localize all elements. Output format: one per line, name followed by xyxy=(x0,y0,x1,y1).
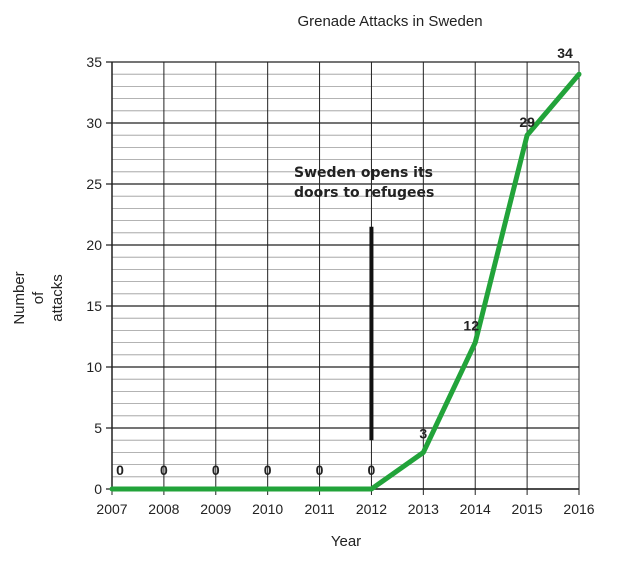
data-label: 0 xyxy=(212,462,220,478)
y-tick-label: 20 xyxy=(86,237,102,253)
data-label: 29 xyxy=(519,114,535,130)
x-tick-label: 2008 xyxy=(148,501,179,517)
x-tick-label: 2015 xyxy=(512,501,543,517)
x-tick-label: 2007 xyxy=(96,501,127,517)
y-axis-label-group: Number of attacks xyxy=(11,271,66,324)
x-tick-label: 2009 xyxy=(200,501,231,517)
x-tick-label: 2012 xyxy=(356,501,387,517)
y-tick-label: 10 xyxy=(86,359,102,375)
y-tick-label: 35 xyxy=(86,54,102,70)
x-tick-label: 2010 xyxy=(252,501,283,517)
y-tick-label: 30 xyxy=(86,115,102,131)
annotation: Sweden opens its doors to refugees xyxy=(294,165,434,441)
data-labels: 0 0 0 0 0 0 3 12 29 34 xyxy=(116,45,573,478)
chart-title: Grenade Attacks in Sweden xyxy=(297,13,482,30)
series-line-path xyxy=(109,71,582,492)
annotation-text: Sweden opens its xyxy=(294,165,433,181)
data-label: 3 xyxy=(419,425,427,441)
data-label: 0 xyxy=(316,462,324,478)
minor-gridlines xyxy=(112,73,579,478)
major-gridlines xyxy=(106,61,580,495)
data-label: 34 xyxy=(557,45,573,61)
y-tick-label: 25 xyxy=(86,176,102,192)
y-tick-label: 15 xyxy=(86,298,102,314)
y-tick-labels: 0 5 10 15 20 25 30 35 xyxy=(86,54,102,497)
x-axis-label: Year xyxy=(331,533,361,550)
y-tick-label: 0 xyxy=(94,481,102,497)
x-tick-label: 2014 xyxy=(460,501,491,517)
x-tick-label: 2016 xyxy=(563,501,594,517)
y-axis-label-line: Number xyxy=(11,271,28,324)
data-label: 0 xyxy=(264,462,272,478)
y-axis-label: Number of attacks xyxy=(11,271,66,324)
data-label: 0 xyxy=(160,462,168,478)
x-tick-label: 2011 xyxy=(305,501,335,517)
data-label: 0 xyxy=(116,462,124,478)
y-axis-label-line: of xyxy=(30,291,47,304)
axes xyxy=(111,62,579,490)
x-tick-label: 2013 xyxy=(408,501,439,517)
y-tick-label: 5 xyxy=(94,420,102,436)
series-line xyxy=(109,71,582,492)
data-label: 12 xyxy=(463,318,479,334)
data-label: 0 xyxy=(368,462,376,478)
x-tick-labels: 2007 2008 2009 2010 2011 2012 2013 2014 2015 2016 xyxy=(96,501,594,517)
annotation-text: doors to refugees xyxy=(294,185,434,201)
y-axis-label-line: attacks xyxy=(49,274,66,322)
